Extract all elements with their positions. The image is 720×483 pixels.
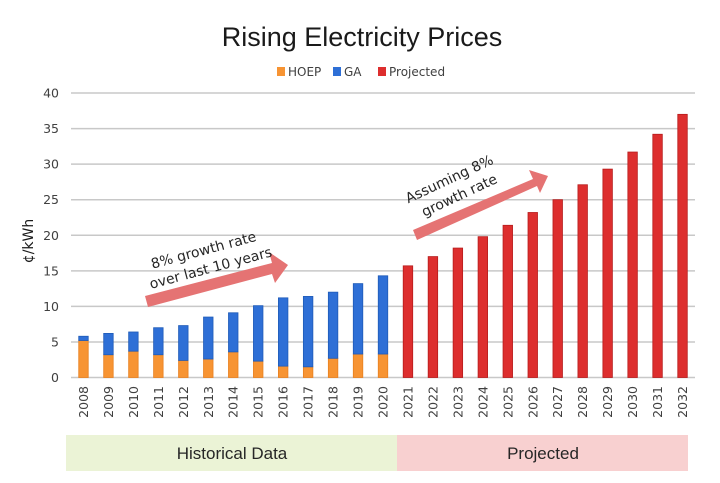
x-tick-label: 2012	[176, 386, 191, 418]
bar-hoep-2010	[128, 350, 139, 378]
bar-projected-2026	[527, 212, 538, 378]
bar-hoep-2009	[103, 354, 114, 378]
bar-projected-2025	[502, 224, 513, 378]
y-tick-label: 0	[51, 370, 59, 385]
bar-hoep-2016	[278, 365, 289, 378]
x-tick-label: 2018	[326, 386, 341, 418]
bar-hoep-2017	[302, 366, 314, 378]
x-tick-label: 2024	[475, 386, 490, 418]
x-tick-label: 2032	[675, 386, 690, 418]
bar-ga-2015	[253, 305, 264, 362]
y-tick-label: 15	[43, 263, 59, 278]
bar-projected-2030	[627, 151, 638, 378]
legend-swatch-hoep	[277, 67, 285, 76]
bar-projected-2024	[477, 236, 488, 378]
band-projected	[397, 435, 688, 471]
x-tick-label: 2023	[450, 386, 465, 418]
x-axis-ticks: 2008 2009 2010 2011 2012 2013 2014 2015 2016 2017…	[76, 386, 690, 418]
legend-label-projected: Projected	[389, 65, 445, 79]
bar-ga-2017	[302, 296, 314, 368]
y-axis-ticks: 0 5 10 15 20 25 30 35 40	[43, 86, 59, 386]
bar-ga-2008	[78, 335, 89, 341]
x-tick-label: 2020	[376, 386, 391, 418]
y-tick-label: 25	[43, 192, 59, 207]
bar-projected-2022	[427, 256, 439, 378]
bar-ga-2009	[103, 333, 114, 356]
bar-hoep-2015	[253, 360, 264, 378]
y-tick-label: 5	[51, 334, 59, 349]
x-tick-label: 2014	[226, 386, 241, 418]
bar-hoep-2014	[228, 351, 239, 378]
bar-hoep-2012	[178, 360, 189, 378]
gridlines	[71, 92, 695, 379]
x-tick-label: 2026	[525, 386, 540, 418]
x-tick-label: 2017	[301, 386, 316, 418]
legend-label-hoep: HOEP	[288, 65, 321, 79]
x-tick-label: 2009	[101, 386, 116, 418]
y-tick-label: 20	[43, 228, 59, 243]
y-tick-label: 30	[43, 157, 59, 172]
x-tick-label: 2028	[575, 386, 590, 418]
x-tick-label: 2016	[276, 386, 291, 418]
x-tick-label: 2029	[600, 386, 615, 418]
x-tick-label: 2019	[351, 386, 366, 418]
x-tick-label: 2021	[400, 386, 415, 418]
bar-projected-2031	[652, 133, 663, 378]
x-tick-label: 2013	[201, 386, 216, 418]
period-bands: Historical Data Projected	[66, 435, 688, 471]
y-tick-label: 35	[43, 121, 59, 136]
bar-projected-2032	[677, 113, 688, 378]
bar-projected-2021	[402, 265, 414, 378]
legend: HOEP GA Projected	[277, 65, 445, 79]
x-tick-label: 2011	[151, 386, 166, 418]
bar-hoep-2013	[203, 358, 214, 378]
annotation-historical-growth: 8% growth rate over last 10 years	[145, 229, 288, 307]
x-tick-label: 2010	[126, 386, 141, 418]
bar-hoep-2020	[377, 353, 389, 378]
bar-ga-2010	[128, 331, 139, 352]
bar-ga-2018	[327, 291, 339, 359]
bar-hoep-2019	[352, 353, 364, 378]
bar-hoep-2018	[327, 357, 339, 378]
bar-hoep-2008	[78, 340, 89, 378]
x-tick-label: 2022	[425, 386, 440, 418]
x-tick-label: 2025	[500, 386, 515, 418]
band-historical-label: Historical Data	[177, 444, 288, 463]
y-axis-label: ¢/kWh	[21, 219, 37, 263]
x-tick-label: 2031	[650, 386, 665, 418]
chart-title: Rising Electricity Prices	[222, 22, 503, 52]
x-tick-label: 2027	[550, 386, 565, 418]
bar-projected-2029	[602, 168, 613, 378]
band-historical	[66, 435, 397, 471]
bar-ga-2020	[377, 275, 389, 355]
x-tick-label: 2015	[251, 386, 266, 418]
arrow-projected-growth	[413, 170, 548, 240]
bar-projected-2028	[577, 184, 588, 378]
bar-ga-2013	[203, 316, 214, 360]
bar-projected-2027	[552, 199, 563, 378]
bar-hoep-2011	[153, 354, 164, 378]
x-tick-label: 2008	[76, 386, 91, 418]
bar-ga-2011	[153, 327, 164, 356]
legend-swatch-ga	[333, 67, 341, 76]
y-tick-label: 10	[43, 299, 59, 314]
bar-ga-2019	[352, 283, 364, 355]
bars	[78, 113, 688, 378]
bar-projected-2023	[452, 247, 464, 378]
arrow-historical-growth	[145, 252, 288, 307]
bar-ga-2014	[228, 312, 239, 353]
legend-swatch-projected	[378, 67, 386, 76]
annotation-projected-growth: Assuming 8% growth rate	[403, 152, 548, 240]
bar-ga-2012	[178, 325, 189, 361]
x-tick-label: 2030	[625, 386, 640, 418]
bar-ga-2016	[278, 297, 289, 367]
legend-label-ga: GA	[344, 65, 362, 79]
band-projected-label: Projected	[507, 444, 579, 463]
y-tick-label: 40	[43, 86, 59, 101]
